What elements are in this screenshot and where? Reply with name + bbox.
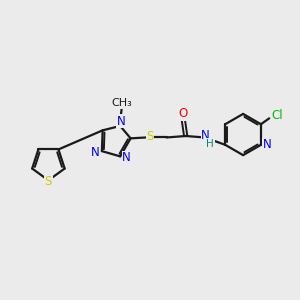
- Text: H: H: [206, 139, 214, 149]
- Text: S: S: [146, 130, 154, 143]
- Text: N: N: [91, 146, 100, 159]
- Text: Cl: Cl: [272, 109, 283, 122]
- Text: CH₃: CH₃: [111, 98, 132, 108]
- Text: O: O: [179, 107, 188, 120]
- Text: N: N: [201, 130, 210, 142]
- Text: N: N: [263, 138, 272, 151]
- Text: S: S: [45, 175, 52, 188]
- Text: N: N: [122, 152, 131, 164]
- Text: N: N: [117, 115, 126, 128]
